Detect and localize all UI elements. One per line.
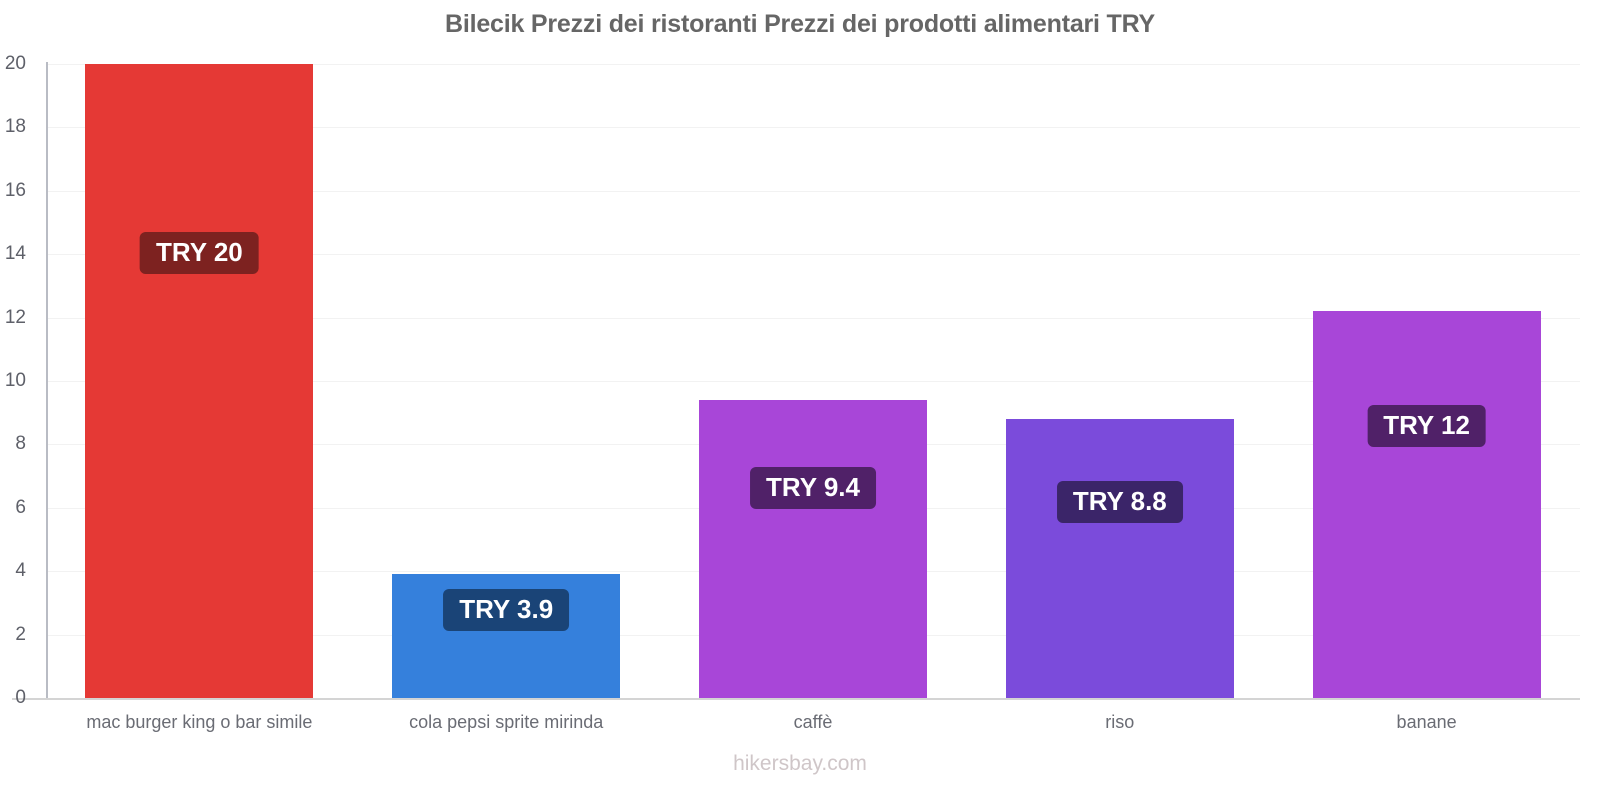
bar[interactable]: TRY 9.4 — [699, 400, 927, 698]
bar[interactable]: TRY 8.8 — [1005, 419, 1234, 698]
x-axis-tick-label: mac burger king o bar simile — [86, 712, 313, 732]
gridline — [46, 381, 1580, 382]
plot-area: TRY 20 TRY 3.9 TRY 9.4 TRY 8.8 TRY 12 — [46, 64, 1580, 699]
y-axis-tick-label: 10 — [4, 370, 26, 391]
x-axis-tick-label: caffè — [793, 712, 833, 732]
y-axis-tick-label: 4 — [15, 560, 26, 582]
gridline — [46, 317, 1580, 319]
x-axis-tick-label: riso — [1105, 712, 1135, 732]
y-axis-tick-label: 8 — [15, 433, 26, 455]
y-axis-tick-label: 18 — [4, 116, 26, 138]
y-axis-tick-label: 12 — [4, 306, 26, 328]
gridline — [46, 64, 1580, 65]
y-axis-tick-label: 16 — [4, 179, 26, 201]
bar-value-label: TRY 9.4 — [750, 467, 876, 510]
y-axis-tick-label: 14 — [4, 243, 26, 265]
gridline — [46, 127, 1580, 129]
bar[interactable]: TRY 3.9 — [392, 574, 621, 698]
y-axis-tick-label: 2 — [15, 623, 26, 645]
bar-value-label: TRY 12 — [1367, 405, 1486, 448]
bar[interactable]: TRY 12 — [1312, 311, 1541, 698]
x-axis-line — [12, 698, 1580, 700]
gridline — [46, 254, 1580, 256]
bar[interactable]: TRY 20 — [85, 64, 314, 698]
chart-title: Bilecik Prezzi dei ristoranti Prezzi dei… — [444, 10, 1156, 38]
y-axis-line — [46, 62, 48, 700]
y-axis-tick-label: 0 — [15, 687, 26, 708]
x-axis-tick-label: banane — [1396, 712, 1457, 732]
x-axis-tick-label: cola pepsi sprite mirinda — [409, 712, 604, 732]
footer-credit: hikersbay.com — [733, 752, 867, 775]
gridline — [46, 190, 1580, 192]
bar-value-label: TRY 20 — [140, 232, 259, 275]
y-axis-tick-label: 20 — [4, 53, 26, 74]
bar-value-label: TRY 8.8 — [1056, 480, 1183, 523]
bar-value-label: TRY 3.9 — [443, 589, 570, 632]
y-axis-tick-label: 6 — [15, 496, 26, 518]
